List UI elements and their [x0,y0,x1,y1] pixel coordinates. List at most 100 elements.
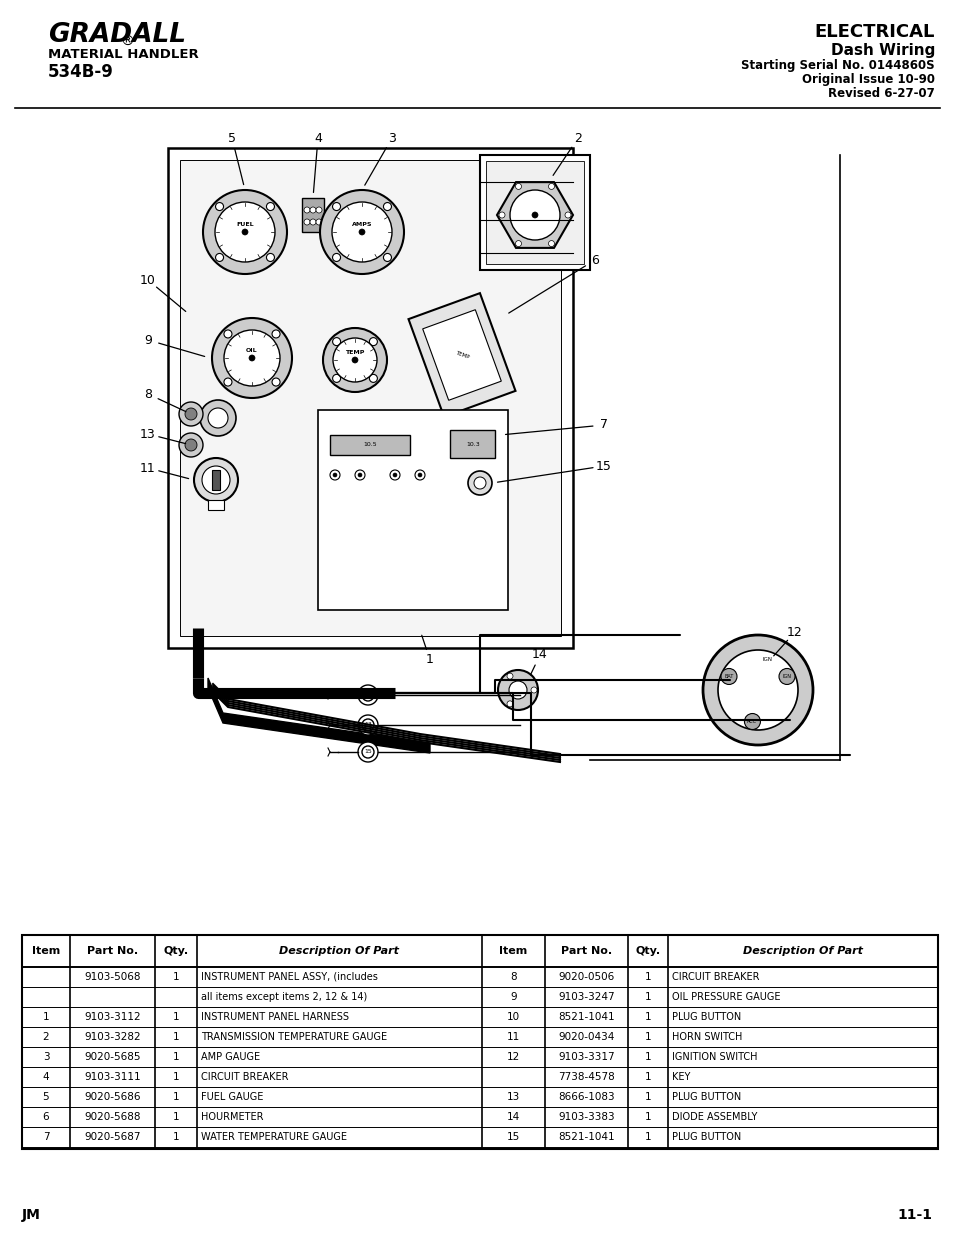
Text: IGN: IGN [781,674,791,679]
Bar [180,161,560,636]
Text: 9103-5068: 9103-5068 [84,972,141,982]
Circle shape [330,471,339,480]
Text: 9: 9 [510,992,517,1002]
Text: 1: 1 [644,1072,651,1082]
Text: 14: 14 [364,693,372,698]
Text: Qty.: Qty. [163,946,189,956]
Bar [330,435,410,454]
Bar [485,161,583,264]
Text: 8521-1041: 8521-1041 [558,1011,614,1023]
Circle shape [224,378,232,387]
Circle shape [393,473,396,477]
Text: 9103-3111: 9103-3111 [84,1072,141,1082]
Circle shape [497,671,537,710]
Text: 1: 1 [172,1092,179,1102]
Text: Item: Item [31,946,60,956]
Circle shape [357,473,361,477]
Bar [408,293,515,417]
Text: 8666-1083: 8666-1083 [558,1092,614,1102]
Text: 1: 1 [172,1112,179,1123]
Text: 1: 1 [644,1032,651,1042]
Text: ®: ® [120,35,133,49]
Text: IGNITION SWITCH: IGNITION SWITCH [671,1052,757,1062]
Text: Part No.: Part No. [87,946,138,956]
Text: 12: 12 [786,625,802,638]
Circle shape [203,190,287,274]
Text: 9020-5688: 9020-5688 [84,1112,141,1123]
Text: INSTRUMENT PANEL ASSY, (includes: INSTRUMENT PANEL ASSY, (includes [201,972,377,982]
Circle shape [333,473,336,477]
Circle shape [315,207,322,212]
Text: Item: Item [498,946,527,956]
Circle shape [468,471,492,495]
Text: 11-1: 11-1 [896,1208,931,1221]
Text: Starting Serial No. 0144860S: Starting Serial No. 0144860S [740,58,934,72]
Text: 15: 15 [506,1132,519,1142]
Circle shape [369,337,377,346]
Text: 10: 10 [140,273,155,287]
Text: 1: 1 [644,992,651,1002]
Circle shape [358,228,365,235]
Bar [212,471,220,490]
Circle shape [474,477,485,489]
Text: Dash Wiring: Dash Wiring [830,42,934,58]
Text: KEY: KEY [671,1072,690,1082]
Text: 8: 8 [510,972,517,982]
Text: 9020-5685: 9020-5685 [84,1052,141,1062]
Circle shape [310,219,315,225]
Bar [22,935,937,1149]
Bar [317,410,507,610]
Circle shape [510,190,559,240]
Text: 10.3: 10.3 [466,441,479,447]
Circle shape [357,685,377,705]
Text: FUEL GAUGE: FUEL GAUGE [201,1092,263,1102]
Circle shape [202,466,230,494]
Text: 9: 9 [144,333,152,347]
Text: FUEL: FUEL [236,221,253,226]
Circle shape [361,746,374,758]
Text: 11: 11 [506,1032,519,1042]
Text: OIL PRESSURE GAUGE: OIL PRESSURE GAUGE [671,992,780,1002]
Text: 8521-1041: 8521-1041 [558,1132,614,1142]
Circle shape [361,719,374,731]
Text: 14: 14 [506,1112,519,1123]
Text: 1: 1 [172,972,179,982]
Circle shape [415,471,424,480]
Circle shape [212,317,292,398]
Text: 7738-4578: 7738-4578 [558,1072,615,1082]
Text: 8: 8 [144,388,152,400]
Circle shape [498,212,504,219]
Bar [422,310,500,400]
Text: 9103-3112: 9103-3112 [84,1011,141,1023]
Text: PLUG BUTTON: PLUG BUTTON [671,1011,740,1023]
Text: 10.5: 10.5 [363,442,376,447]
Text: BAT: BAT [723,674,733,679]
Circle shape [200,400,235,436]
Text: 9103-3317: 9103-3317 [558,1052,614,1062]
Text: Part No.: Part No. [560,946,612,956]
Text: 14: 14 [532,648,547,662]
Text: PLUG BUTTON: PLUG BUTTON [671,1092,740,1102]
Circle shape [352,357,357,363]
Text: CIRCUIT BREAKER: CIRCUIT BREAKER [201,1072,288,1082]
Circle shape [357,715,377,735]
Text: 3: 3 [388,131,395,144]
Circle shape [215,253,223,262]
Circle shape [208,408,228,429]
Text: 13: 13 [364,722,372,727]
Text: 1: 1 [644,1011,651,1023]
Circle shape [315,219,322,225]
Text: 9103-3282: 9103-3282 [84,1032,141,1042]
Circle shape [242,228,248,235]
Text: 1: 1 [644,972,651,982]
Text: 9020-0434: 9020-0434 [558,1032,614,1042]
Text: 10: 10 [506,1011,519,1023]
Text: GRADALL: GRADALL [48,22,186,48]
Circle shape [383,253,391,262]
Circle shape [564,212,571,219]
Circle shape [272,378,280,387]
Bar [168,148,573,648]
Text: 7: 7 [43,1132,50,1142]
Text: PLUG BUTTON: PLUG BUTTON [671,1132,740,1142]
Circle shape [417,473,421,477]
